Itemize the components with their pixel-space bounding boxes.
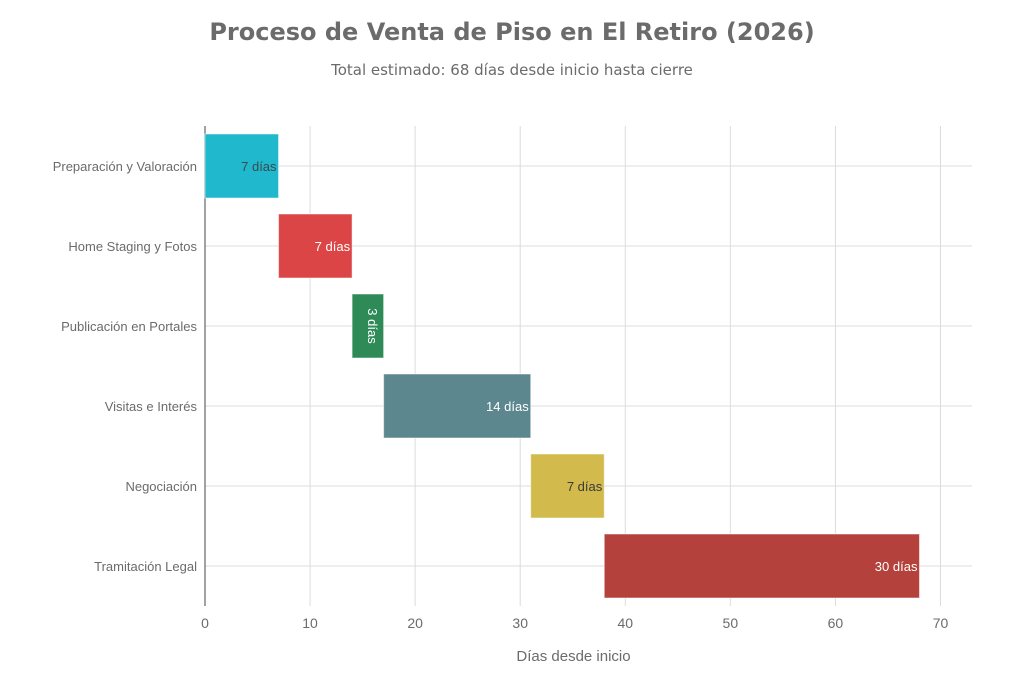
x-axis-title: Días desde inicio [516,648,630,665]
x-tick-label: 30 [512,615,528,631]
bar-duration-label: 14 días [486,399,529,414]
x-tick-label: 60 [828,615,844,631]
y-tick-label: Preparación y Valoración [53,159,197,174]
bar-duration-label: 7 días [567,479,603,494]
chart-subtitle: Total estimado: 68 días desde inicio has… [331,61,693,79]
x-tick-label: 20 [407,615,423,631]
bar-duration-label: 7 días [315,239,351,254]
bar-duration-label: 30 días [875,559,918,574]
bar-duration-label: 3 días [365,308,380,344]
x-tick-label: 0 [201,615,209,631]
x-tick-label: 70 [933,615,949,631]
y-tick-label: Visitas e Interés [105,399,198,414]
task-bar [204,133,280,199]
bar-duration-label: 7 días [241,159,277,174]
task-bar [530,453,605,519]
task-bar [278,213,353,279]
task-bar [603,533,920,599]
y-tick-label: Tramitación Legal [94,559,197,574]
y-tick-label: Publicación en Portales [61,319,197,334]
x-tick-label: 40 [617,615,633,631]
y-tick-label: Home Staging y Fotos [68,239,197,254]
x-tick-label: 50 [723,615,739,631]
y-tick-label: Negociación [125,479,197,494]
task-bar [351,293,385,359]
task-bar [383,373,532,439]
chart-title: Proceso de Venta de Piso en El Retiro (2… [209,18,815,46]
x-tick-label: 10 [302,615,318,631]
